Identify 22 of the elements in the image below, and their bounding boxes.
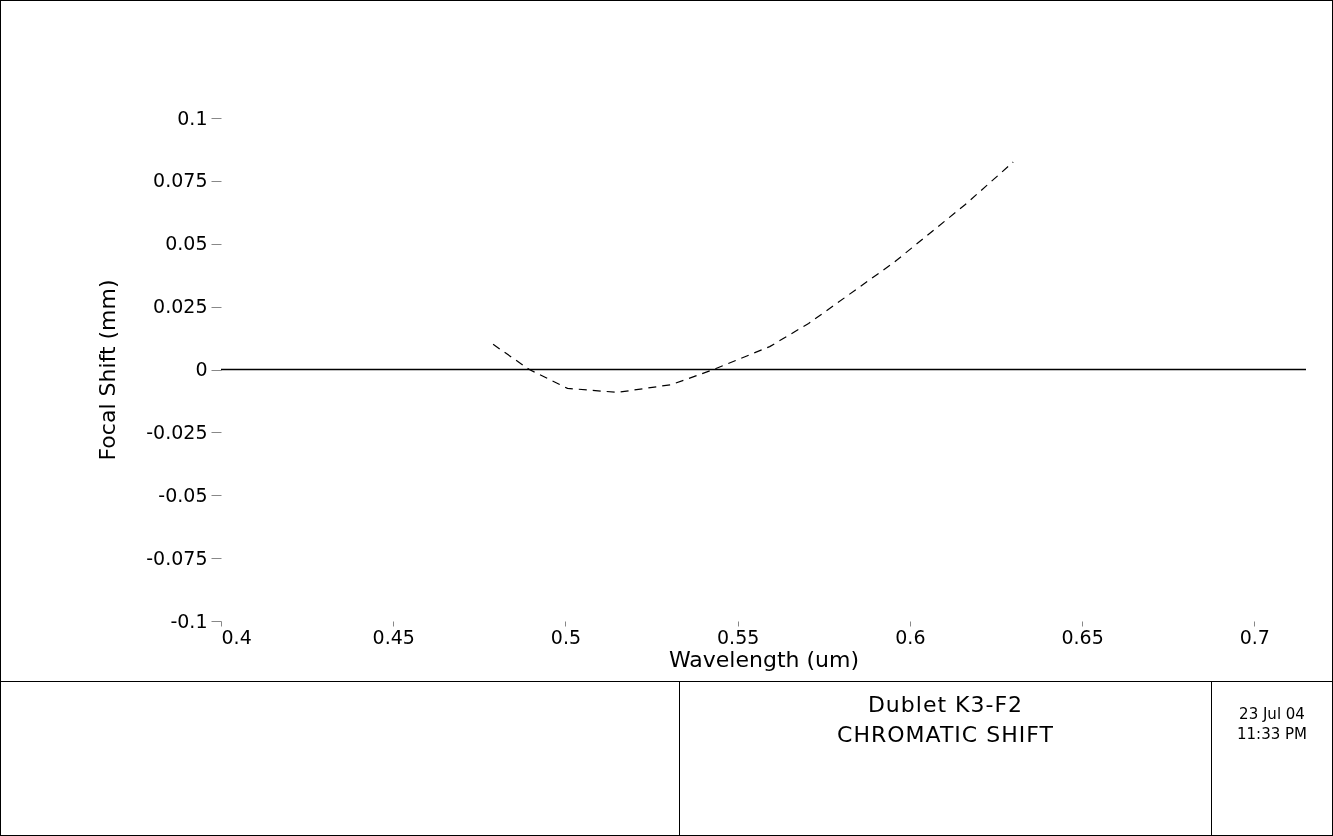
text: 11:33 PM	[1236, 724, 1308, 744]
x-tick-label: 0.4	[221, 625, 252, 648]
y-tick-label: 0.075	[153, 169, 208, 192]
x-tick-label: 0.55	[717, 625, 760, 648]
y-tick-label: 0.1	[177, 106, 208, 129]
y-tick-label: -0.1	[170, 609, 208, 632]
y-tick-label: 0.05	[165, 232, 208, 255]
y-axis-title: Focal Shift (mm)	[95, 279, 121, 461]
y-tick-label: -0.025	[146, 420, 208, 443]
y-tick-label: -0.05	[158, 483, 208, 506]
y-tick-label: 0	[195, 358, 208, 380]
x-tick-label: 0.45	[372, 625, 415, 648]
y-tick-label: -0.075	[146, 546, 208, 569]
x-tick-label: 0.7	[1239, 625, 1270, 648]
text: 23 Jul 04	[1238, 704, 1306, 724]
x-tick-label: 0.65	[1061, 625, 1104, 648]
text: CHROMATIC SHIFT	[836, 722, 1055, 747]
x-tick-label: 0.5	[550, 625, 582, 648]
x-tick-label: 0.6	[895, 625, 926, 648]
y-tick-label: 0.025	[153, 295, 208, 318]
x-axis-title: Wavelength (um)	[668, 646, 860, 672]
text: Dublet K3-F2	[866, 692, 1025, 717]
